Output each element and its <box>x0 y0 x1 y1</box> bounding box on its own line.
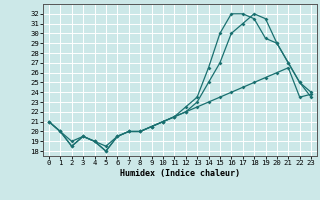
X-axis label: Humidex (Indice chaleur): Humidex (Indice chaleur) <box>120 169 240 178</box>
